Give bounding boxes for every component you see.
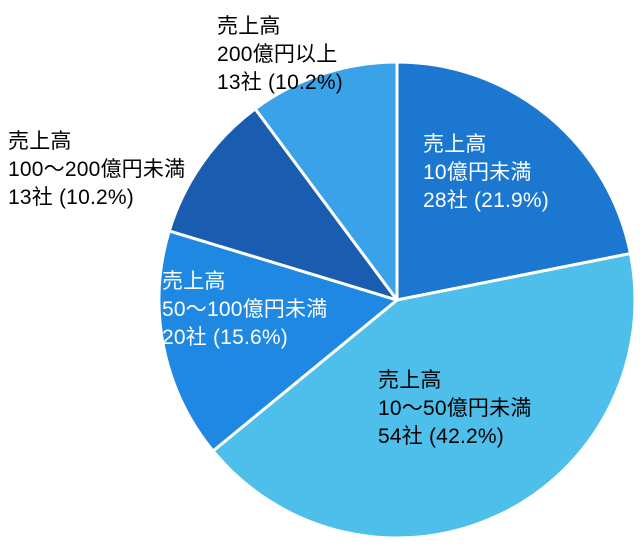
label-line: 売上高 [423, 133, 487, 156]
label-line: 売上高 [162, 270, 226, 293]
pie-slice-5 [253, 60, 399, 302]
label-line: 売上高 [378, 369, 442, 392]
pie-slice-3 [157, 229, 399, 453]
label-line: 13社 (10.2%) [8, 186, 134, 209]
label-line: 28社 (21.9%) [423, 189, 549, 212]
pie-slice-4 [167, 107, 399, 302]
pie-slice-1 [395, 60, 632, 302]
label-line: 20社 (15.6%) [162, 326, 288, 349]
label-line: 100～200億円未満 [8, 158, 186, 181]
label-line: 50～100億円未満 [162, 298, 328, 321]
label-line: 10億円未満 [423, 161, 532, 184]
slice-label-sales-50-100: 売上高 50～100億円未満 20社 (15.6%) [162, 268, 327, 352]
label-line: 13社 (10.2%) [217, 71, 343, 94]
slice-label-sales-under-10: 売上高 10億円未満 28社 (21.9%) [423, 131, 549, 215]
label-line: 10～50億円未満 [378, 397, 532, 420]
slice-label-sales-over-200: 売上高 200億円以上 13社 (10.2%) [217, 13, 343, 97]
label-line: 200億円以上 [217, 43, 338, 66]
label-line: 54社 (42.2%) [378, 425, 504, 448]
label-line: 売上高 [8, 130, 72, 153]
slice-label-sales-10-50: 売上高 10～50億円未満 54社 (42.2%) [378, 367, 532, 451]
label-line: 売上高 [217, 15, 281, 38]
slice-label-sales-100-200: 売上高 100～200億円未満 13社 (10.2%) [8, 128, 185, 212]
pie-slice-2 [211, 252, 637, 540]
